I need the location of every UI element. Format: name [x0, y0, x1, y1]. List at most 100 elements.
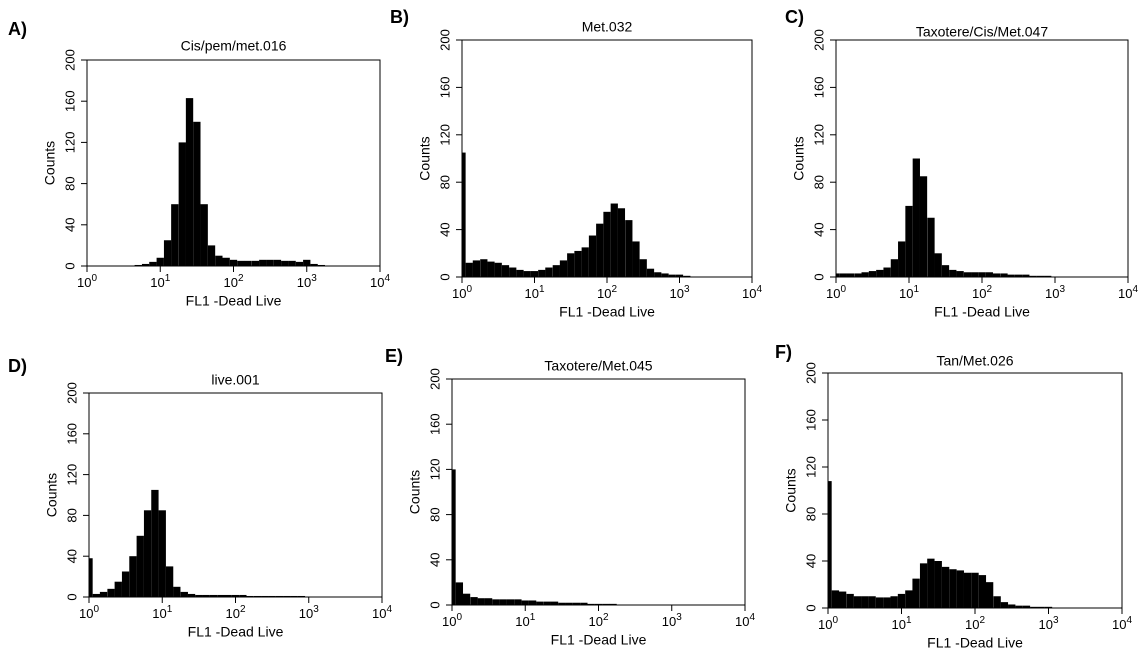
x-tick-exponent: 1 — [913, 284, 919, 295]
bar — [839, 273, 847, 277]
bar — [452, 469, 456, 605]
bar — [971, 272, 979, 277]
bar — [239, 594, 247, 597]
bar — [978, 272, 986, 277]
bar — [949, 569, 957, 608]
x-tick-base: 10 — [1112, 617, 1126, 632]
x-tick-exponent: 1 — [167, 604, 173, 615]
bar — [129, 556, 137, 597]
x-tick-base: 10 — [891, 617, 905, 632]
y-tick-label: 40 — [437, 222, 452, 236]
x-tick-base: 10 — [515, 614, 529, 629]
plot-frame — [835, 39, 1129, 278]
bar — [165, 566, 174, 597]
bar — [253, 595, 262, 597]
bar — [480, 259, 488, 277]
x-tick-label: 102 — [965, 615, 985, 633]
x-tick-base: 10 — [79, 606, 93, 621]
y-tick-label: 0 — [811, 273, 826, 280]
bar — [229, 259, 238, 266]
bar — [610, 203, 618, 277]
y-tick-label: 0 — [427, 601, 442, 608]
bar — [1008, 604, 1016, 608]
bar — [259, 259, 267, 266]
x-axis-label: FL1 -Dead Live — [186, 293, 282, 309]
panel-letter: B) — [390, 7, 409, 27]
bar — [217, 594, 225, 597]
bar — [581, 247, 589, 277]
bar — [209, 594, 218, 597]
x-tick-base: 10 — [152, 606, 166, 621]
x-tick-base: 10 — [965, 617, 979, 632]
x-tick-exponent: 2 — [611, 284, 617, 295]
bar — [905, 205, 913, 277]
y-tick-label: 200 — [427, 368, 442, 390]
x-tick-label: 103 — [1045, 284, 1065, 302]
y-tick-label: 120 — [803, 456, 818, 478]
bar — [141, 263, 150, 266]
bar — [588, 235, 597, 277]
bar — [290, 595, 298, 597]
bar — [861, 596, 869, 608]
bar — [1000, 273, 1008, 277]
y-tick-label: 200 — [437, 29, 452, 51]
bar — [545, 267, 553, 277]
bar — [558, 602, 566, 605]
x-tick-base: 10 — [818, 617, 832, 632]
bar — [596, 223, 604, 277]
bar — [107, 588, 115, 597]
bar — [202, 594, 210, 597]
x-tick-exponent: 1 — [530, 612, 536, 623]
bar — [602, 603, 610, 605]
x-tick-base: 10 — [370, 275, 384, 290]
bar — [156, 257, 164, 266]
x-tick-exponent: 3 — [313, 604, 319, 615]
bar — [530, 271, 539, 277]
chart-title: Tan/Met.026 — [936, 353, 1013, 369]
bar — [244, 260, 252, 266]
y-tick-label: 40 — [811, 222, 826, 236]
bar — [565, 602, 573, 605]
y-tick-label: 80 — [62, 176, 77, 190]
chart-title: Taxotere/Met.045 — [544, 358, 652, 374]
plot-frame — [86, 59, 381, 267]
bar — [173, 586, 181, 597]
bar — [266, 259, 274, 266]
bar — [1014, 274, 1023, 277]
bar — [919, 563, 928, 608]
x-tick-base: 10 — [452, 286, 466, 301]
bar — [654, 272, 662, 277]
bar — [868, 271, 877, 277]
bar — [470, 597, 478, 605]
bar — [516, 269, 524, 277]
bar — [506, 599, 515, 605]
bar — [151, 489, 159, 597]
x-tick-label: 102 — [597, 284, 617, 302]
bar — [883, 267, 891, 277]
x-tick-exponent: 0 — [91, 273, 97, 284]
bar — [927, 558, 935, 608]
bar — [831, 590, 840, 608]
bar — [193, 121, 201, 266]
bar — [222, 257, 230, 266]
bar — [861, 272, 869, 277]
y-tick-label: 120 — [427, 459, 442, 481]
x-tick-label: 104 — [742, 284, 762, 302]
plot-frame — [451, 378, 746, 606]
x-tick-label: 101 — [150, 273, 170, 291]
bar — [121, 571, 130, 597]
bar — [580, 602, 588, 605]
bar — [1044, 275, 1052, 277]
bar — [251, 260, 260, 266]
bar — [609, 603, 617, 605]
bar — [1037, 606, 1045, 608]
bar — [838, 591, 847, 608]
x-tick-base: 10 — [735, 614, 749, 629]
x-axis-label: FL1 -Dead Live — [551, 632, 647, 648]
bar — [912, 158, 920, 277]
bar — [136, 535, 144, 597]
y-tick-label: 80 — [427, 507, 442, 521]
x-axis-label: FL1 -Dead Live — [927, 635, 1023, 651]
x-tick-exponent: 0 — [840, 284, 846, 295]
